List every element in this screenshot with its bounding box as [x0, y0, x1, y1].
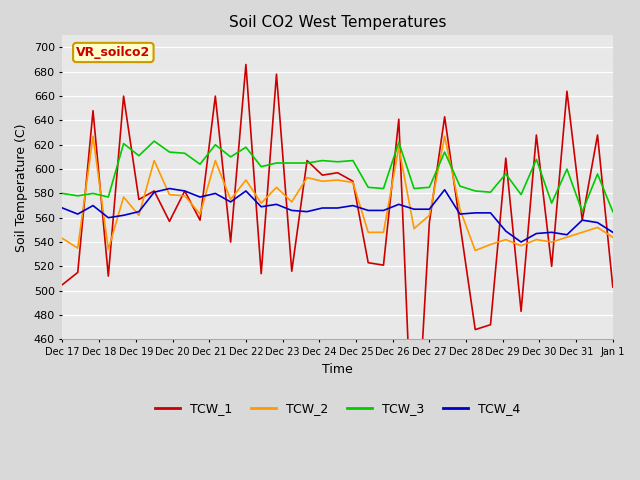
X-axis label: Time: Time	[323, 362, 353, 375]
Y-axis label: Soil Temperature (C): Soil Temperature (C)	[15, 123, 28, 252]
Legend: TCW_1, TCW_2, TCW_3, TCW_4: TCW_1, TCW_2, TCW_3, TCW_4	[150, 397, 525, 420]
Title: Soil CO2 West Temperatures: Soil CO2 West Temperatures	[229, 15, 446, 30]
Text: VR_soilco2: VR_soilco2	[76, 46, 150, 59]
